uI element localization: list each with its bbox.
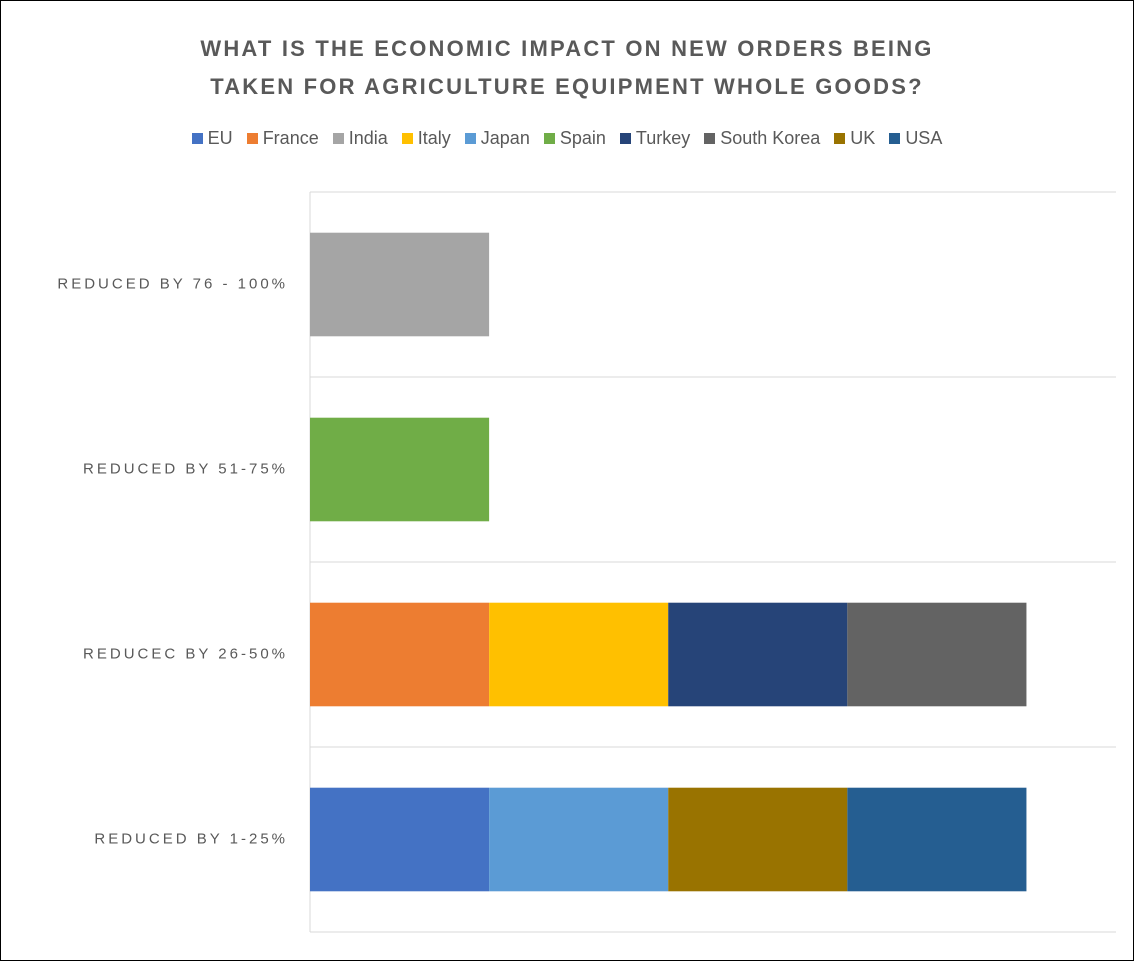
legend-swatch <box>246 133 258 144</box>
category-label: REDUCEC BY 26-50% <box>83 645 288 662</box>
legend-swatch <box>401 133 413 144</box>
category-label: REDUCED BY 1-25% <box>94 830 288 847</box>
legend-label: South Korea <box>720 128 821 148</box>
legend-item: South Korea <box>704 128 820 149</box>
legend-item: EU <box>191 128 233 149</box>
bar-segment <box>668 787 848 892</box>
legend-label: USA <box>905 128 943 148</box>
bar-segment <box>668 602 848 707</box>
legend-swatch <box>464 133 476 144</box>
bar-segment <box>310 417 490 522</box>
legend-item: UK <box>834 128 875 149</box>
legend-label: France <box>262 128 319 148</box>
legend-label: Spain <box>559 128 606 148</box>
bar-segment <box>489 787 669 892</box>
bar-segment <box>310 232 490 337</box>
legend-item: Turkey <box>619 128 691 149</box>
chart-title: WHAT IS THE ECONOMIC IMPACT ON NEW ORDER… <box>0 30 1134 106</box>
legend-swatch <box>543 133 555 144</box>
legend-swatch <box>704 133 716 144</box>
bar-segment <box>310 602 490 707</box>
legend-item: India <box>332 128 388 149</box>
legend-label: UK <box>850 128 876 148</box>
bar-segment <box>489 602 669 707</box>
legend-swatch <box>332 133 344 144</box>
legend-item: France <box>246 128 319 149</box>
category-label: REDUCED BY 51-75% <box>83 460 288 477</box>
legend-label: Japan <box>480 128 530 148</box>
legend-label: Turkey <box>635 128 691 148</box>
legend-label: India <box>348 128 388 148</box>
title-line: WHAT IS THE ECONOMIC IMPACT ON NEW ORDER… <box>200 36 934 61</box>
legend-item: USA <box>889 128 942 149</box>
bar-segment <box>310 787 490 892</box>
legend: EU France India Italy Japan Spain Turkey South … <box>0 128 1134 149</box>
legend-label: Italy <box>417 128 451 148</box>
title-line: TAKEN FOR AGRICULTURE EQUIPMENT WHOLE GO… <box>210 74 924 99</box>
legend-item: Italy <box>401 128 451 149</box>
legend-label: EU <box>207 128 233 148</box>
legend-swatch <box>889 133 901 144</box>
bar-segment <box>847 602 1027 707</box>
legend-item: Japan <box>464 128 530 149</box>
legend-swatch <box>191 133 203 144</box>
category-label: REDUCED BY 76 - 100% <box>57 275 288 292</box>
legend-swatch <box>834 133 846 144</box>
bar-segment <box>847 787 1027 892</box>
legend-swatch <box>619 133 631 144</box>
legend-item: Spain <box>543 128 606 149</box>
